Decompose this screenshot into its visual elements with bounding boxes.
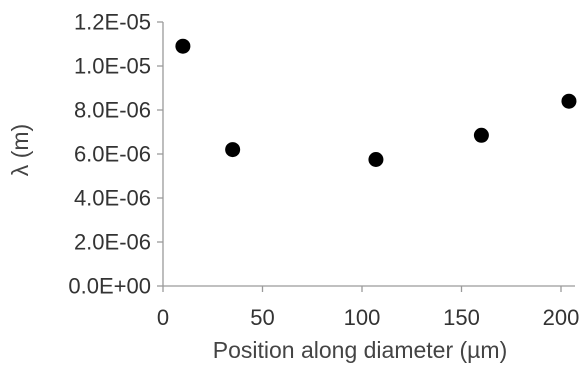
y-tick-label: 2.0E-06 — [74, 230, 151, 255]
x-tick-label: 150 — [443, 305, 480, 330]
x-axis: 0 50 100 150 200 — [157, 285, 580, 330]
data-point — [225, 142, 241, 158]
data-point — [175, 38, 191, 54]
x-tick-label: 0 — [157, 305, 169, 330]
data-points — [175, 38, 577, 167]
x-tick-label: 200 — [543, 305, 580, 330]
x-axis-title: Position along diameter (µm) — [213, 337, 508, 363]
y-tick-label: 6.0E-06 — [74, 142, 151, 167]
data-point — [561, 93, 577, 109]
x-tick-label: 50 — [250, 305, 274, 330]
y-tick-label: 8.0E-06 — [74, 98, 151, 123]
y-tick-label: 1.0E-05 — [74, 54, 151, 79]
y-axis: 0.0E+00 2.0E-06 4.0E-06 6.0E-06 8.0E-06 1.0E-… — [68, 10, 164, 299]
y-axis-title: λ (m) — [7, 124, 33, 176]
y-tick-label: 1.2E-05 — [74, 10, 151, 35]
x-tick-label: 100 — [344, 305, 381, 330]
y-tick-label: 0.0E+00 — [68, 274, 151, 299]
data-point — [473, 127, 489, 143]
y-tick-label: 4.0E-06 — [74, 186, 151, 211]
data-point — [368, 152, 384, 167]
